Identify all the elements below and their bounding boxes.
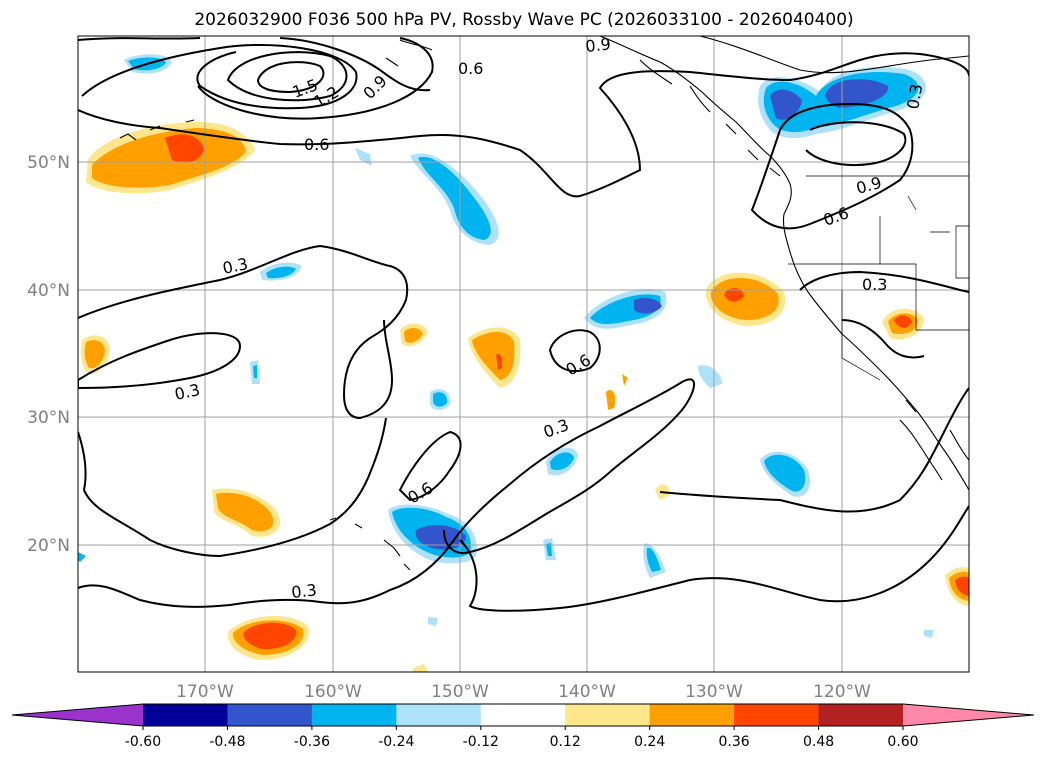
lon-tick-label: 120°W xyxy=(813,682,871,702)
positive-anomaly-east xyxy=(412,272,969,672)
colorbar-extend-high xyxy=(903,704,1034,726)
colorbar-tick-label: -0.12 xyxy=(463,734,499,750)
colorbar-tick-label: 0.48 xyxy=(803,734,834,750)
colorbar-tick-label: -0.36 xyxy=(294,734,330,750)
colorbar-tick-label: -0.48 xyxy=(209,734,245,750)
contour-label: 0.6 xyxy=(458,59,483,78)
map-frame xyxy=(77,35,970,673)
map-grid xyxy=(78,36,969,672)
contour-label: 0.9 xyxy=(584,34,611,56)
negative-anomaly-central xyxy=(250,262,811,497)
colorbar-segment xyxy=(480,704,566,726)
map-panel: 1.5 1.2 0.9 0.6 0.9 0.3 0.6 0.9 0.6 0.3 … xyxy=(77,34,970,673)
colorbar-segment xyxy=(143,704,228,726)
colorbar-segment xyxy=(734,704,820,726)
lat-tick-label: 50°N xyxy=(27,153,70,173)
longitude-ticks: 170°W 160°W 150°W 140°W 130°W 120°W xyxy=(176,682,871,702)
colorbar: -0.60 -0.48 -0.36 -0.24 -0.12 0.12 0.24 0.36 0.4… xyxy=(11,703,1035,750)
colorbar-segment xyxy=(565,704,651,726)
positive-anomaly-subtropics-west xyxy=(80,335,309,660)
lat-tick-label: 30°N xyxy=(27,408,70,428)
pv-contours xyxy=(78,37,969,612)
lat-tick-label: 20°N xyxy=(27,536,70,556)
colorbar-extend-low xyxy=(12,704,143,726)
figure-title: 2026032900 F036 500 hPa PV, Rossby Wave … xyxy=(194,10,853,30)
lon-tick-label: 160°W xyxy=(304,682,362,702)
contour-label: 0.3 xyxy=(290,580,317,602)
positive-anomaly-central xyxy=(400,323,670,500)
colorbar-tick-label: -0.60 xyxy=(125,734,161,750)
contour-label: 0.3 xyxy=(173,380,202,404)
colorbar-segment xyxy=(311,704,397,726)
colorbar-tick-label: -0.24 xyxy=(378,734,414,750)
positive-anomaly-north-pacific xyxy=(86,121,255,194)
colorbar-segment xyxy=(227,704,313,726)
colorbar-tick-label: 0.36 xyxy=(719,734,750,750)
lon-tick-label: 170°W xyxy=(176,682,234,702)
colorbar-tick-label: 0.24 xyxy=(634,734,665,750)
colorbar-tick-label: 0.12 xyxy=(550,734,581,750)
pv-anomaly-shading xyxy=(78,54,969,672)
political-borders xyxy=(788,175,969,381)
contour-label: 0.3 xyxy=(903,82,926,110)
colorbar-tick-label: 0.60 xyxy=(887,734,918,750)
contour-label: 0.3 xyxy=(221,254,250,278)
lon-tick-label: 140°W xyxy=(558,682,616,702)
lat-tick-label: 40°N xyxy=(27,281,70,301)
contour-label: 0.6 xyxy=(304,135,329,154)
colorbar-segment xyxy=(649,704,735,726)
lon-tick-label: 150°W xyxy=(431,682,489,702)
lon-tick-label: 130°W xyxy=(685,682,743,702)
colorbar-segment xyxy=(396,704,482,726)
contour-label: 0.3 xyxy=(862,275,887,294)
colorbar-segment xyxy=(818,704,904,726)
latitude-ticks: 50°N 40°N 30°N 20°N xyxy=(27,153,70,556)
coastlines xyxy=(119,36,969,571)
